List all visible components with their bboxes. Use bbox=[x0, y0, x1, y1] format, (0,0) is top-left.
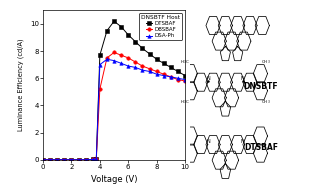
DTSBAF bbox=[70, 159, 73, 161]
Text: N: N bbox=[241, 76, 245, 81]
DSA-Ph bbox=[98, 64, 102, 66]
DSA-Ph bbox=[94, 158, 98, 160]
DSA-Ph bbox=[41, 159, 45, 161]
DSA-Ph bbox=[48, 159, 52, 161]
DSA-Ph bbox=[183, 78, 187, 81]
DTSBAF bbox=[119, 26, 123, 28]
DTSBAF bbox=[84, 159, 87, 161]
DBSBAF bbox=[77, 159, 80, 161]
DSA-Ph bbox=[105, 58, 109, 60]
DTSBAF bbox=[148, 53, 152, 55]
DTSBAF bbox=[41, 159, 45, 161]
DSA-Ph bbox=[84, 159, 87, 161]
DSA-Ph bbox=[77, 159, 80, 161]
DTSBAF bbox=[140, 47, 144, 50]
DTSBAF bbox=[56, 159, 59, 161]
Text: DNSBTF: DNSBTF bbox=[243, 82, 278, 91]
DBSBAF bbox=[105, 57, 109, 59]
DBSBAF bbox=[148, 68, 152, 70]
DTSBAF bbox=[94, 158, 98, 160]
DBSBAF bbox=[94, 158, 98, 160]
Text: N: N bbox=[206, 76, 210, 81]
Text: CH$_3$: CH$_3$ bbox=[261, 98, 271, 106]
Legend: DTSBAF, DBSBAF, DSA-Ph: DTSBAF, DBSBAF, DSA-Ph bbox=[139, 13, 182, 40]
DBSBAF bbox=[169, 76, 173, 78]
Text: DTSBAF: DTSBAF bbox=[244, 143, 278, 152]
DSA-Ph bbox=[91, 158, 95, 161]
DTSBAF bbox=[126, 34, 130, 36]
DSA-Ph bbox=[148, 70, 152, 73]
DSA-Ph bbox=[162, 74, 166, 77]
DTSBAF bbox=[48, 159, 52, 161]
DSA-Ph bbox=[70, 159, 73, 161]
DTSBAF bbox=[105, 30, 109, 32]
Text: H$_3$C: H$_3$C bbox=[180, 98, 190, 106]
DBSBAF bbox=[48, 159, 52, 161]
DBSBAF bbox=[70, 159, 73, 161]
DBSBAF bbox=[84, 159, 87, 161]
Text: H$_3$C: H$_3$C bbox=[180, 59, 190, 66]
DTSBAF bbox=[169, 66, 173, 69]
DBSBAF bbox=[56, 159, 59, 161]
DTSBAF bbox=[91, 158, 95, 161]
DBSBAF bbox=[91, 158, 95, 161]
DSA-Ph bbox=[140, 69, 144, 71]
DTSBAF bbox=[162, 62, 166, 64]
Y-axis label: Luminance Efficiency (cd/A): Luminance Efficiency (cd/A) bbox=[18, 39, 24, 131]
Text: N: N bbox=[206, 139, 210, 144]
DTSBAF bbox=[63, 159, 66, 161]
DBSBAF bbox=[98, 88, 102, 90]
DBSBAF bbox=[41, 159, 45, 161]
DSA-Ph bbox=[63, 159, 66, 161]
DBSBAF bbox=[119, 54, 123, 56]
DTSBAF bbox=[183, 74, 187, 77]
DSA-Ph bbox=[133, 66, 137, 69]
DTSBAF bbox=[133, 40, 137, 43]
Text: CH$_3$: CH$_3$ bbox=[261, 59, 271, 66]
DTSBAF bbox=[112, 20, 116, 22]
DSA-Ph bbox=[56, 159, 59, 161]
DBSBAF bbox=[140, 65, 144, 67]
DSA-Ph bbox=[169, 76, 173, 78]
Line: DSA-Ph: DSA-Ph bbox=[41, 57, 187, 161]
DBSBAF bbox=[155, 70, 159, 73]
DBSBAF bbox=[112, 51, 116, 54]
Text: N: N bbox=[241, 139, 245, 144]
DTSBAF bbox=[98, 54, 102, 56]
Line: DBSBAF: DBSBAF bbox=[41, 51, 187, 161]
Line: DTSBAF: DTSBAF bbox=[41, 19, 187, 161]
DBSBAF bbox=[162, 73, 166, 75]
DBSBAF bbox=[176, 78, 180, 81]
DTSBAF bbox=[77, 159, 80, 161]
DBSBAF bbox=[133, 61, 137, 63]
DSA-Ph bbox=[176, 77, 180, 79]
DBSBAF bbox=[63, 159, 66, 161]
DTSBAF bbox=[176, 70, 180, 73]
DSA-Ph bbox=[126, 65, 130, 67]
DSA-Ph bbox=[155, 73, 159, 75]
DBSBAF bbox=[183, 80, 187, 82]
DSA-Ph bbox=[119, 62, 123, 64]
X-axis label: Voltage (V): Voltage (V) bbox=[91, 175, 137, 184]
DSA-Ph bbox=[112, 60, 116, 62]
DTSBAF bbox=[155, 58, 159, 60]
DBSBAF bbox=[126, 57, 130, 59]
